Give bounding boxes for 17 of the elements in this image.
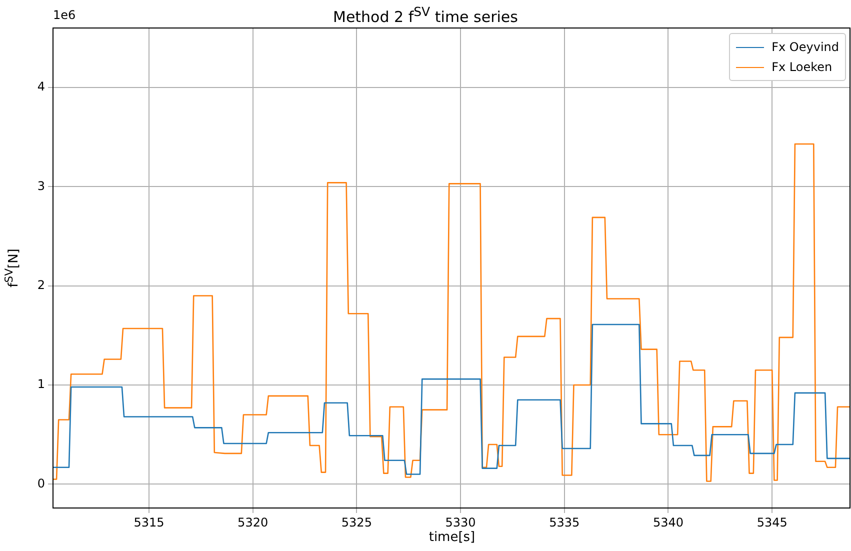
y-tick-label: 2 [37,278,45,292]
chart-title: Method 2 f$^{SV}$ time series [333,4,518,26]
legend-label: Fx Oeyvind [772,40,839,54]
y-tick-label: 4 [37,80,45,94]
x-tick-label: 5335 [549,515,580,530]
x-tick-label: 5330 [445,515,476,530]
x-tick-label: 5340 [652,515,684,530]
x-tick-label: 5345 [756,515,788,530]
y-tick-label: 0 [37,476,45,490]
y-tick-label: 1 [37,377,45,392]
text: 1e6 [53,8,76,22]
y-tick-label: 3 [37,178,45,193]
x-axis-title: time[s] [428,530,476,545]
legend-label: Fx Loeken [772,60,832,74]
x-tick-label: 5320 [238,515,268,530]
x-tick-label: 5315 [134,515,164,530]
x-tick-label: 5325 [341,515,372,530]
